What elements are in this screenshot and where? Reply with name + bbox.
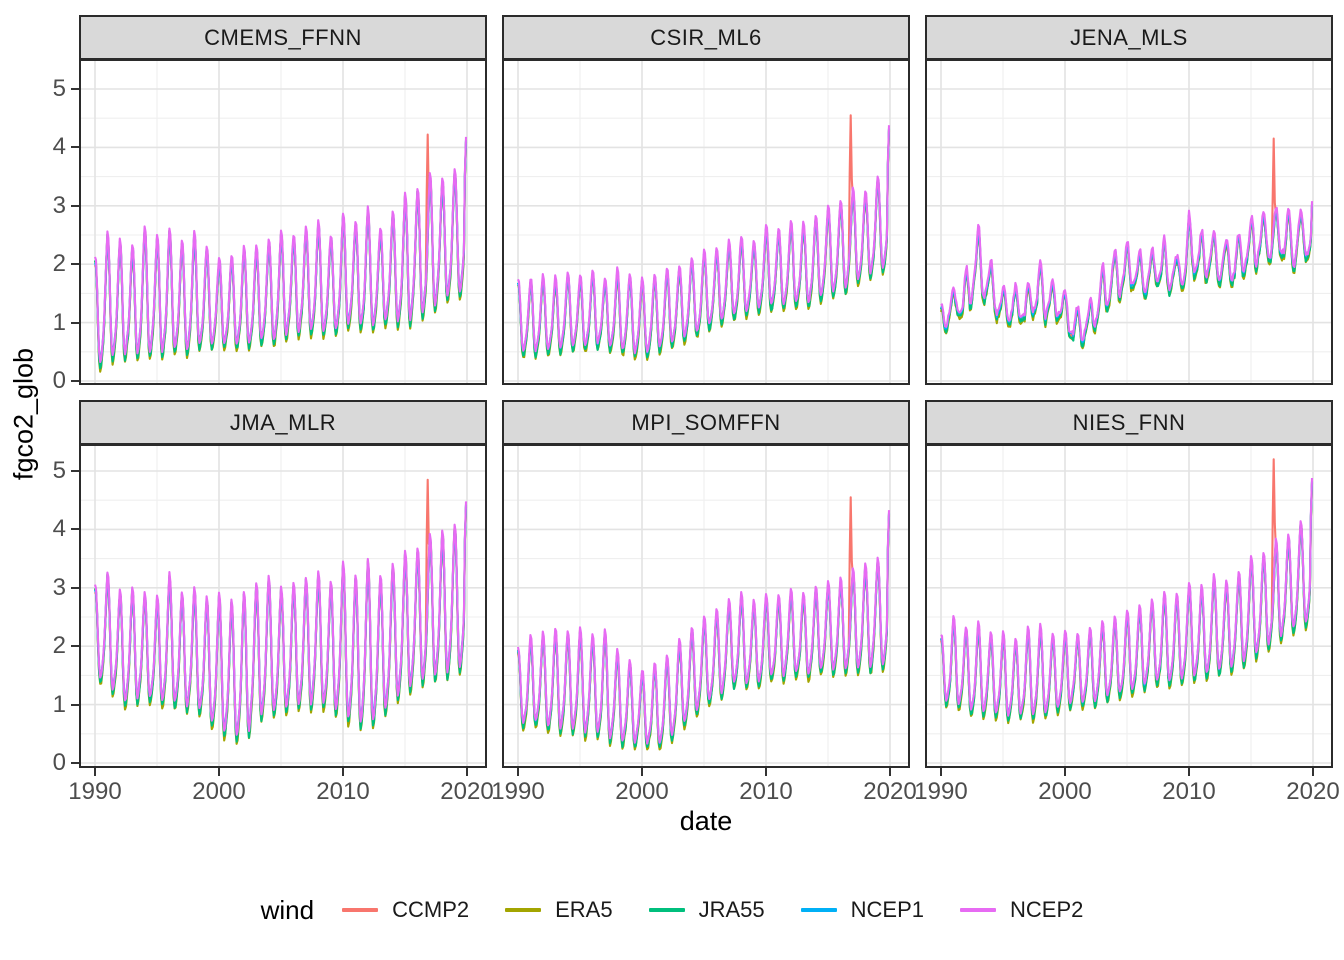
legend-items: CCMP2 ERA5 JRA55 NCEP1 NCEP2	[342, 897, 1083, 923]
x-tick-mark	[889, 768, 891, 776]
legend-label: NCEP1	[850, 897, 925, 922]
x-tick-label: 1990	[68, 778, 122, 805]
x-tick-label: 2020	[1286, 778, 1340, 805]
legend-title: wind	[260, 894, 315, 925]
x-tick-mark	[765, 768, 767, 776]
series-line-ncep2	[940, 201, 1314, 342]
x-tick-mark	[342, 768, 344, 776]
legend-key-line-jra55	[648, 908, 685, 912]
facet-strip-csir-ml6: CSIR_ML6	[502, 15, 910, 60]
legend-item-ncep2: NCEP2	[960, 897, 1083, 923]
series-line-ncep2	[93, 501, 468, 736]
x-tick-mark	[218, 768, 220, 776]
series-line-ncep2	[940, 477, 1314, 717]
legend-label: NCEP2	[1010, 897, 1084, 922]
legend-label: CCMP2	[392, 897, 470, 922]
y-tick-label: 1	[52, 308, 66, 336]
facet-panel-jena-mls	[925, 59, 1333, 385]
legend-item-ccmp2: CCMP2	[342, 897, 469, 923]
y-tick-label: 5	[52, 75, 66, 102]
series-line-ncep2	[94, 136, 468, 364]
y-tick-label: 4	[52, 133, 66, 161]
legend-key-line-ccmp2	[342, 908, 379, 912]
legend-item-jra55: JRA55	[648, 897, 765, 923]
legend-key-line-era5	[505, 908, 542, 912]
x-tick-mark	[1188, 768, 1190, 776]
x-tick-label: 2020	[440, 778, 494, 805]
legend-item-era5: ERA5	[505, 897, 613, 923]
facet-panel-jma-mlr	[79, 444, 487, 768]
y-tick-mark	[71, 470, 79, 472]
y-tick-label: 0	[52, 749, 66, 776]
x-tick-mark	[1312, 768, 1314, 776]
facet-panel-mpi-somffn	[502, 444, 910, 768]
y-axis-title: fgco2_glob	[8, 347, 39, 481]
y-tick-mark	[71, 762, 79, 764]
x-axis-title: date	[679, 806, 733, 836]
y-tick-mark	[71, 645, 79, 648]
facet-panel-cmems-ffnn	[79, 59, 487, 385]
y-tick-label: 0	[52, 367, 66, 394]
facet-strip-jma-mlr: JMA_MLR	[79, 400, 487, 445]
y-tick-mark	[71, 586, 79, 589]
y-tick-label: 5	[52, 457, 66, 484]
y-tick-label: 2	[52, 250, 66, 278]
y-tick-mark	[71, 380, 79, 382]
x-tick-label: 2000	[615, 778, 669, 805]
y-tick-mark	[71, 146, 79, 149]
x-tick-mark	[1064, 768, 1066, 776]
y-tick-label: 3	[52, 573, 66, 601]
x-tick-label: 2000	[1038, 778, 1092, 805]
y-tick-label: 3	[52, 191, 66, 219]
y-tick-mark	[71, 88, 79, 90]
y-tick-label: 1	[52, 690, 66, 718]
x-tick-mark	[517, 768, 519, 776]
x-tick-mark	[94, 768, 96, 776]
y-tick-label: 2	[52, 632, 66, 660]
y-tick-mark	[71, 528, 79, 531]
series-line-ncep2	[517, 125, 891, 355]
y-tick-mark	[71, 204, 79, 207]
y-tick-label: 4	[52, 515, 66, 543]
facet-panel-nies-fnn	[925, 444, 1333, 768]
legend-key-line-ncep1	[800, 908, 837, 912]
legend-item-ncep1: NCEP1	[800, 897, 925, 923]
x-tick-label: 2000	[192, 778, 246, 805]
y-tick-mark	[71, 263, 79, 266]
facet-strip-cmems-ffnn: CMEMS_FFNN	[79, 15, 487, 60]
legend: wind CCMP2 ERA5 JRA55 NCEP1 NCEP2	[0, 886, 1344, 934]
x-tick-label: 2010	[1162, 778, 1216, 805]
facet-panel-csir-ml6	[502, 59, 910, 385]
legend-label: JRA55	[698, 897, 765, 922]
legend-key-line-ncep2	[960, 908, 997, 912]
facet-strip-jena-mls: JENA_MLS	[925, 15, 1333, 60]
x-tick-label: 1990	[914, 778, 968, 805]
x-tick-label: 2010	[739, 778, 793, 805]
series-line-ncep2	[516, 510, 891, 745]
facet-strip-mpi-somffn: MPI_SOMFFN	[502, 400, 910, 445]
legend-label: ERA5	[555, 897, 613, 922]
y-tick-mark	[71, 703, 79, 706]
x-tick-label: 2020	[863, 778, 917, 805]
x-tick-mark	[466, 768, 468, 776]
x-tick-label: 1990	[491, 778, 545, 805]
x-tick-mark	[641, 768, 643, 776]
x-tick-label: 2010	[316, 778, 370, 805]
x-tick-mark	[940, 768, 942, 776]
y-tick-mark	[71, 321, 79, 324]
facet-strip-nies-fnn: NIES_FNN	[925, 400, 1333, 445]
